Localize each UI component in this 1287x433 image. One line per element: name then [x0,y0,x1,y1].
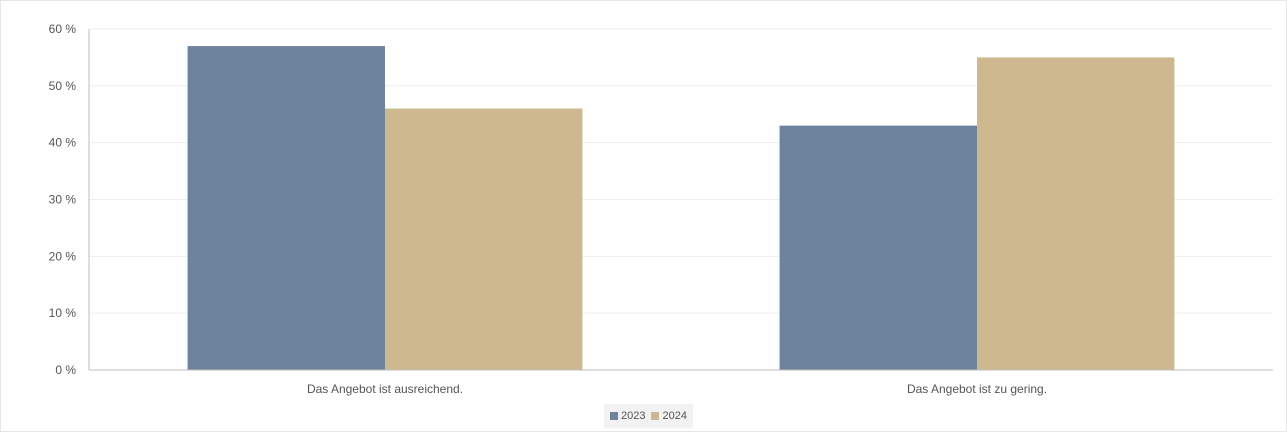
bars [187,46,1175,371]
y-tick-label: 30 % [49,193,77,207]
y-tick-labels: 0 % 10 % 20 % 30 % 40 % 50 % 60 % [49,22,77,377]
legend-swatch-2024 [651,412,660,420]
legend-label-2023: 2023 [621,410,646,422]
legend-label-2024: 2024 [662,410,687,422]
bar-2023-2[interactable] [779,125,977,370]
y-tick-label: 60 % [49,22,77,36]
legend-item-2024[interactable]: 2024 [651,410,687,422]
legend: 2023 2024 [604,404,693,428]
y-tick-label: 50 % [49,79,77,93]
y-tick-label: 0 % [55,363,76,377]
x-category-label: Das Angebot ist ausreichend. [307,382,463,396]
legend-item-2023[interactable]: 2023 [610,410,645,422]
y-tick-label: 10 % [49,306,77,320]
y-tick-label: 40 % [49,136,77,150]
bar-2024-1[interactable] [385,108,583,371]
y-tick-label: 20 % [49,249,77,263]
axes [88,29,1273,371]
bar-2024-2[interactable] [977,57,1175,371]
bar-2023-1[interactable] [187,46,385,371]
x-category-label: Das Angebot ist zu gering. [907,382,1047,396]
legend-swatch-2023 [610,412,618,420]
x-category-labels: Das Angebot ist ausreichend. Das Angebot … [307,382,1047,396]
